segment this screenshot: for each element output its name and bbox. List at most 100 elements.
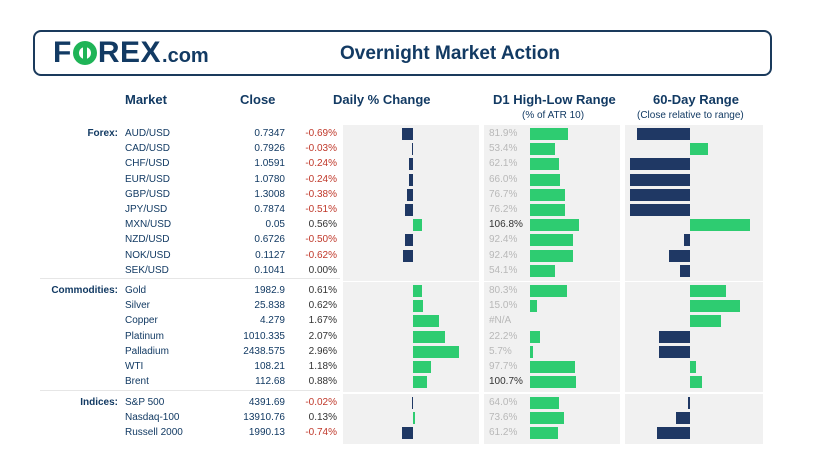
d1-range-bar <box>530 173 561 186</box>
daily-change-bar <box>405 204 413 216</box>
close-value: 25.838 <box>254 300 285 312</box>
close-value: 0.7347 <box>254 128 285 139</box>
daily-change-bar <box>413 345 459 358</box>
close-value: 0.7874 <box>254 204 285 215</box>
daily-change-value: 0.62% <box>308 300 337 312</box>
logo-letter-f: F <box>53 36 72 69</box>
daily-change-value: 0.13% <box>308 412 337 424</box>
page-title: Overnight Market Action <box>340 43 560 64</box>
close-value: 1010.335 <box>243 330 285 342</box>
close-value: 1990.13 <box>248 427 285 439</box>
d1-range-value: 5.7% <box>489 345 512 357</box>
close-value: 108.21 <box>254 361 285 372</box>
d1-range-bar <box>530 234 573 247</box>
group-separator <box>40 278 340 279</box>
range60-bar <box>690 143 708 156</box>
daily-change-bar <box>413 315 439 328</box>
d1-range-bar <box>530 249 573 262</box>
d1-range-bar <box>530 300 537 313</box>
d1-range-value: #N/A <box>489 315 512 327</box>
daily-change-bar <box>407 188 413 201</box>
d1-range-value: 22.2% <box>489 330 518 342</box>
d1-range-bar <box>530 330 541 343</box>
range60-panel <box>625 394 763 444</box>
market-name: Platinum <box>125 330 164 342</box>
header-box: F REX.com Overnight Market Action <box>33 30 772 76</box>
col-subheader-60day-range: (Close relative to range) <box>637 110 744 121</box>
daily-change-bar <box>413 219 422 232</box>
market-name: CHF/USD <box>125 158 170 170</box>
d1-range-value: 100.7% <box>489 376 523 388</box>
d1-range-value: 92.4% <box>489 234 518 246</box>
market-name: NOK/USD <box>125 249 171 261</box>
close-value: 0.05 <box>265 219 285 231</box>
market-name: Gold <box>125 285 147 296</box>
forex-logo[interactable]: F REX.com <box>53 36 209 70</box>
d1-range-bar <box>530 427 559 440</box>
col-subheader-d1-range: (% of ATR 10) <box>522 110 585 121</box>
close-value: 4391.69 <box>248 397 285 408</box>
market-name: Palladium <box>125 345 169 357</box>
daily-change-value: -0.51% <box>305 204 337 215</box>
daily-change-value: -0.50% <box>305 234 337 246</box>
range60-bar <box>630 204 690 216</box>
daily-change-bar <box>409 158 413 171</box>
d1-range-value: 62.1% <box>489 158 518 170</box>
daily-change-value: 0.61% <box>308 285 337 296</box>
range60-bar <box>690 315 722 328</box>
market-name: Silver <box>125 300 151 312</box>
d1-range-bar <box>530 412 564 425</box>
market-name: Brent <box>125 376 149 388</box>
d1-range-value: 80.3% <box>489 285 518 296</box>
close-value: 13910.76 <box>243 412 285 424</box>
daily-change-value: -0.38% <box>305 188 337 200</box>
close-value: 4.279 <box>259 315 285 327</box>
range60-bar <box>687 397 690 409</box>
group-label: Commodities: <box>51 285 118 296</box>
market-name: AUD/USD <box>125 128 171 139</box>
daily-change-value: -0.24% <box>305 173 337 185</box>
d1-range-bar <box>530 128 568 140</box>
daily-change-bar <box>413 412 415 425</box>
daily-change-value: -0.03% <box>305 143 337 155</box>
col-header-close: Close <box>240 92 276 107</box>
market-name: GBP/USD <box>125 188 171 200</box>
close-value: 1.0591 <box>254 158 285 170</box>
daily-change-value: 2.96% <box>308 345 337 357</box>
d1-range-bar <box>530 264 555 277</box>
daily-change-bar <box>413 330 446 343</box>
daily-change-value: -0.69% <box>305 128 337 139</box>
daily-change-bar <box>401 427 413 440</box>
market-name: Nasdaq-100 <box>125 412 180 424</box>
daily-change-panel <box>343 282 479 393</box>
logo-o-icon <box>72 41 97 65</box>
daily-change-value: -0.24% <box>305 158 337 170</box>
range60-bar <box>684 234 690 247</box>
range60-bar <box>637 128 690 140</box>
market-name: S&P 500 <box>125 397 165 408</box>
d1-range-bar <box>530 219 580 232</box>
d1-range-bar <box>530 361 575 373</box>
d1-range-bar <box>530 188 566 201</box>
range60-bar <box>630 158 690 171</box>
d1-range-value: 15.0% <box>489 300 518 312</box>
daily-change-value: 1.67% <box>308 315 337 327</box>
daily-change-bar <box>403 249 413 262</box>
col-header-daily-change: Daily % Change <box>333 92 431 107</box>
daily-change-bar <box>409 173 413 186</box>
close-value: 0.6726 <box>254 234 285 246</box>
range60-bar <box>657 427 690 440</box>
market-name: Russell 2000 <box>125 427 183 439</box>
daily-change-value: -0.02% <box>305 397 337 408</box>
range60-bar <box>676 412 690 425</box>
daily-change-value: 0.00% <box>308 264 337 276</box>
market-name: EUR/USD <box>125 173 171 185</box>
d1-range-value: 81.9% <box>489 128 518 139</box>
d1-range-bar <box>530 397 560 409</box>
close-value: 0.1127 <box>255 249 285 261</box>
close-value: 2438.575 <box>243 345 285 357</box>
daily-change-value: -0.74% <box>305 427 337 439</box>
d1-range-value: 66.0% <box>489 173 518 185</box>
daily-change-bar <box>413 376 427 389</box>
daily-change-bar <box>411 397 413 409</box>
